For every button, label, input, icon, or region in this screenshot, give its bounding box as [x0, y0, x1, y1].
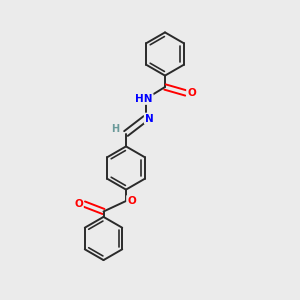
Text: O: O: [127, 196, 136, 206]
Text: N: N: [145, 113, 154, 124]
Text: HN: HN: [135, 94, 153, 104]
Text: H: H: [111, 124, 120, 134]
Text: O: O: [187, 88, 196, 98]
Text: O: O: [74, 199, 83, 209]
